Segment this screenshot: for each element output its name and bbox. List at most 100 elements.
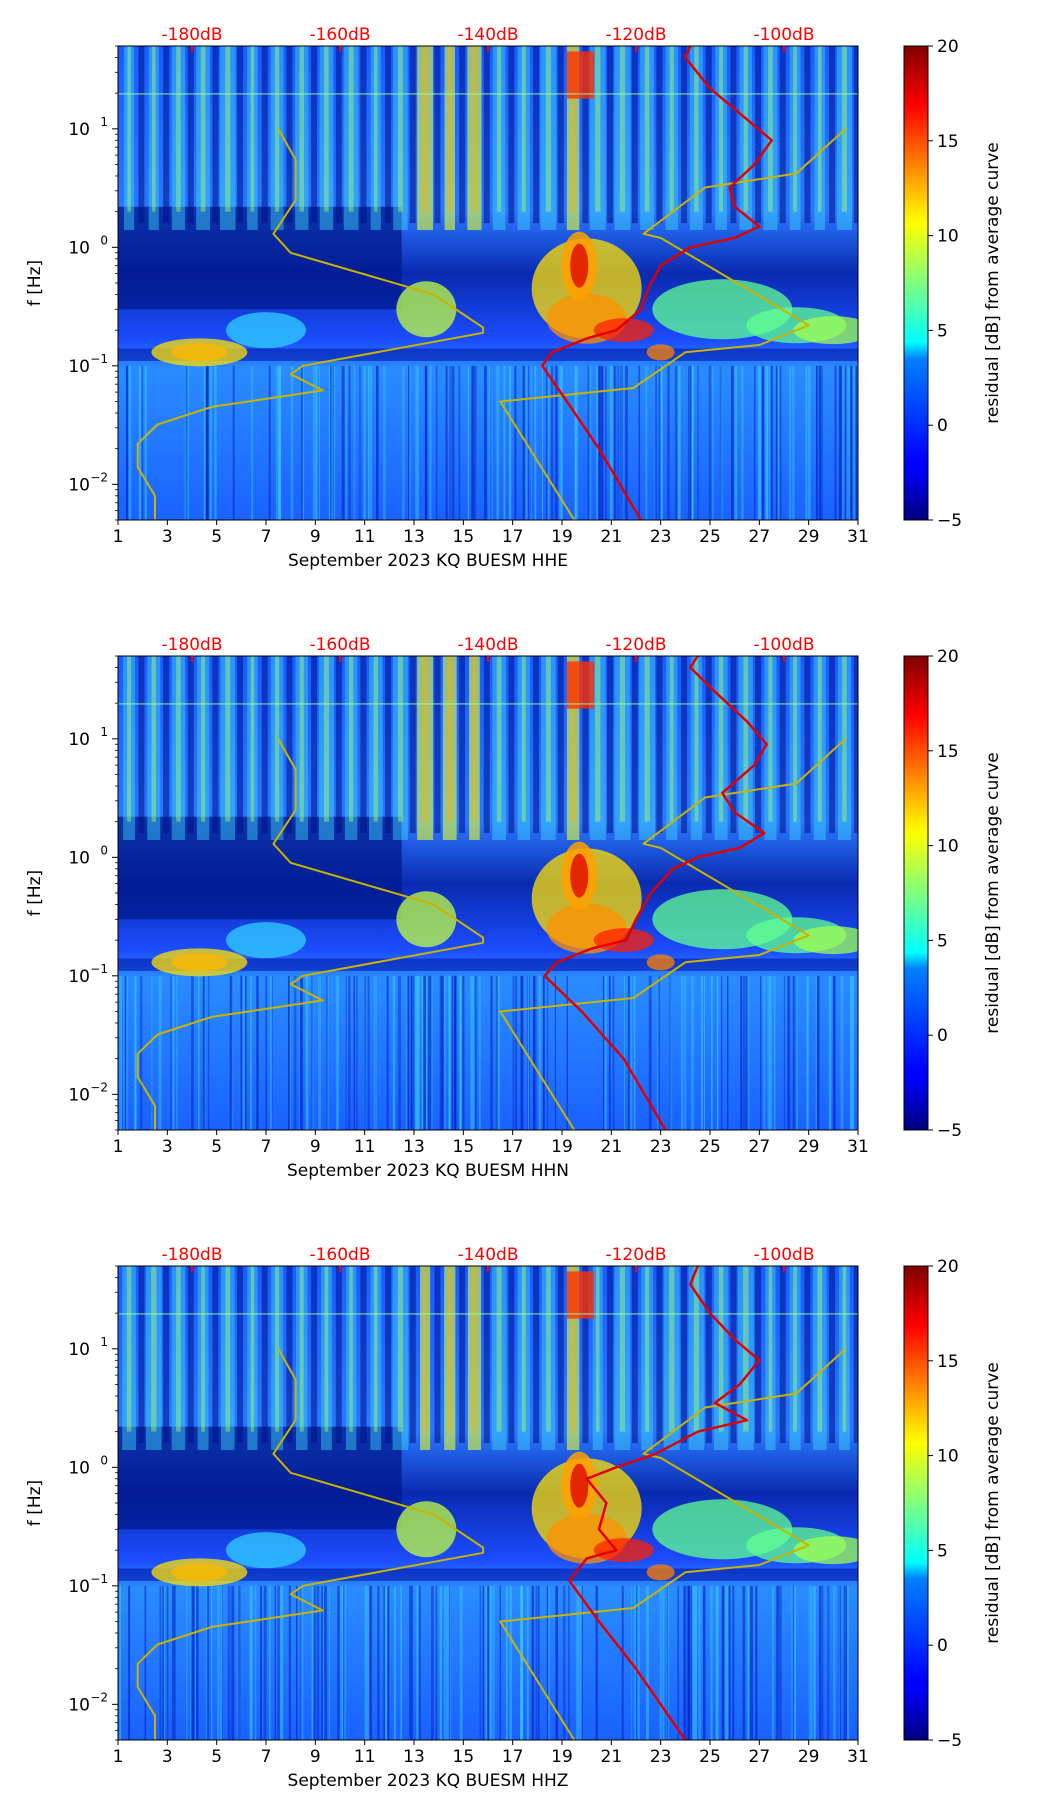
low-freq-striation (333, 365, 336, 520)
daily-streak (171, 656, 186, 841)
low-freq-striation (791, 1585, 793, 1740)
streak-gap (286, 46, 293, 224)
low-freq-striation (191, 975, 194, 1130)
low-freq-striation (268, 365, 271, 520)
low-freq-striation (690, 975, 694, 1130)
daily-streak-core (694, 46, 699, 212)
daily-streak-core (669, 46, 674, 212)
daily-streak (540, 46, 557, 231)
colorbar (903, 45, 929, 521)
streak-gap (557, 1266, 564, 1444)
x-axis-label: September 2023 KQ BUESM HHN (287, 1161, 569, 1181)
low-freq-striation (408, 365, 410, 520)
low-freq-striation (359, 365, 361, 520)
low-freq-striation (473, 975, 475, 1130)
daily-streak (392, 1266, 409, 1451)
top-db-label: -160dB (309, 635, 370, 655)
y-tick-exponent: −2 (90, 470, 108, 484)
low-freq-striation (454, 975, 457, 1130)
daily-streak (739, 46, 753, 231)
daily-streak-core (398, 46, 403, 212)
streak-gap (853, 656, 858, 834)
hf-burst (566, 1271, 595, 1319)
daily-streak-core (496, 46, 502, 212)
daily-streak-core (423, 1266, 427, 1432)
top-db-label: -120dB (605, 635, 666, 655)
x-tick-label: 11 (354, 527, 376, 547)
low-freq-striation (690, 1585, 692, 1740)
low-freq-striation (581, 1585, 583, 1740)
streak-gap (508, 656, 515, 834)
low-freq-striation (691, 365, 694, 520)
low-freq-striation (684, 1585, 687, 1740)
daily-streak (469, 656, 480, 841)
low-freq-striation (144, 1585, 147, 1740)
daily-streak-core (250, 1266, 255, 1432)
low-freq-striation (186, 1585, 188, 1740)
low-freq-striation (301, 365, 304, 520)
low-freq-striation (568, 1585, 570, 1740)
streak-gap (779, 46, 786, 224)
y-tick-exponent: 1 (100, 115, 108, 129)
low-freq-striation (170, 975, 172, 1130)
colorbar-tick-label: −5 (937, 1121, 962, 1141)
daily-streak (417, 46, 433, 231)
daily-streak (541, 656, 556, 841)
low-freq-striation (648, 975, 652, 1130)
x-tick-label: 7 (261, 1747, 272, 1767)
streak-gap (681, 1266, 688, 1444)
low-freq-striation (845, 1585, 847, 1740)
low-freq-striation (520, 1585, 524, 1740)
daily-streak-core (793, 46, 797, 212)
quiet-band (118, 1426, 402, 1530)
daily-streak-core (275, 1266, 280, 1432)
low-freq-striation (431, 1585, 434, 1740)
low-freq-striation (348, 365, 351, 520)
low-freq-striation (125, 365, 129, 520)
low-freq-striation (538, 1585, 540, 1740)
low-freq-striation (318, 365, 320, 520)
low-freq-striation (554, 975, 556, 1130)
low-freq-striation (192, 1585, 196, 1740)
low-freq-striation (691, 365, 694, 520)
low-freq-striation (409, 1585, 411, 1740)
low-freq-striation (758, 365, 761, 520)
low-freq-striation (677, 365, 680, 520)
daily-streak-core (225, 1266, 231, 1432)
y-tick-label: 10 (68, 967, 90, 987)
low-freq-striation (661, 365, 663, 520)
low-freq-striation (688, 1585, 690, 1740)
low-freq-striation (256, 975, 258, 1130)
low-freq-striation (721, 1585, 725, 1740)
yellow-curve (136, 128, 485, 520)
streak-gap (582, 656, 589, 834)
low-freq-striation (654, 365, 657, 520)
daily-streak-core (521, 46, 526, 212)
streak-gap (311, 46, 318, 224)
low-freq-striation (492, 1585, 495, 1740)
daily-streak (295, 656, 308, 841)
low-freq-striation (440, 975, 444, 1130)
top-db-label: -140dB (457, 25, 518, 45)
streak-gap (533, 1266, 540, 1444)
daily-streak-core (373, 1266, 378, 1432)
x-axis-label: September 2023 KQ BUESM HHE (288, 551, 568, 571)
low-freq-striation (451, 975, 453, 1130)
low-freq-striation (773, 975, 776, 1130)
streak-gap (607, 46, 614, 224)
colorbar-tick-label: 10 (937, 1447, 959, 1467)
low-freq-striation (123, 975, 126, 1130)
hf-line (118, 1313, 858, 1315)
daily-streak (838, 1266, 850, 1451)
daily-streak (690, 656, 703, 841)
low-freq-striation (601, 365, 603, 520)
daily-streak-core (275, 656, 280, 822)
low-freq-striation (617, 365, 620, 520)
low-freq-striation (443, 1585, 446, 1740)
low-freq-striation (345, 975, 347, 1130)
top-db-label: -140dB (457, 635, 518, 655)
colorbar-tick-label: 15 (937, 742, 959, 762)
low-freq-striation (163, 1585, 165, 1740)
low-freq-striation (288, 1585, 292, 1740)
daily-streak-core (299, 656, 304, 822)
